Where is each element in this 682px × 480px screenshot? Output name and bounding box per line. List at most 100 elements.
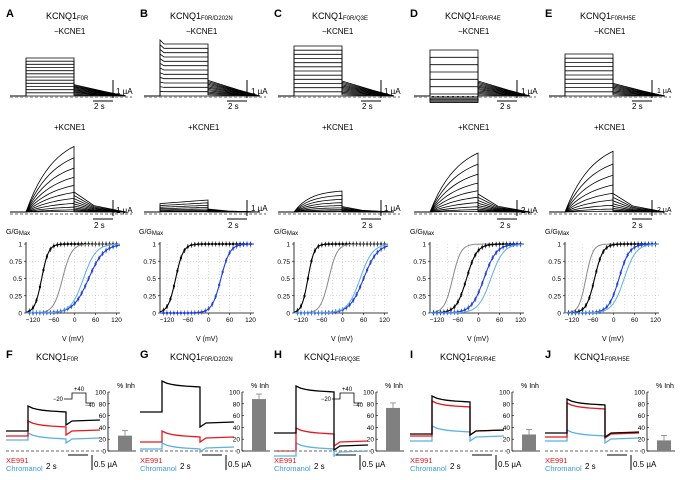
panel-letter-b: B [140,8,148,20]
panel-c-title: KCNQ1F0R/Q3E [312,11,369,23]
gv-c-xlabel: V (mV) [331,336,353,343]
gv-data-point [512,243,515,246]
gv-data-point [169,297,172,300]
gv-data-point [56,243,59,246]
gv-fit-curve [430,243,524,314]
gv-fit-curve [160,243,255,314]
gv-data-point [172,311,175,314]
gv-ytick-label: 0.75 [548,259,561,266]
gv-data-point [84,285,87,288]
gv-data-point [165,305,168,308]
xe991-label: XE991 [274,456,297,465]
gv-fit-curve [565,243,659,314]
gv-data-point [516,243,519,246]
gv-data-point [491,243,494,246]
inh-ytick-label: 80 [503,401,511,408]
gv-xtick-label: −120 [160,317,175,324]
panel-c-amp-bar-plus: 1 µA [384,204,401,213]
gv-data-point [211,303,214,306]
inhibition-panel-H [274,384,404,470]
gv-xtick-label: 120 [111,317,122,324]
gv-data-point [98,257,101,260]
gv-data-point [623,243,626,246]
gv-data-point [63,243,66,246]
gv-data-point [52,245,55,248]
gv-ytick-label: 1 [422,242,426,249]
gv-data-point [80,292,83,295]
amp-scale-label: 0.5 µA [228,460,252,469]
gv-data-point [172,285,175,288]
gv-data-point [488,243,491,246]
gv-c-ylabel: G/GMax [274,229,299,237]
gv-data-point [108,247,111,250]
gv-data-point [313,249,316,252]
gv-data-point [183,311,186,314]
gv-data-point [633,243,636,246]
gv-data-point [320,243,323,246]
gv-data-point [463,308,466,311]
gv-data-point [207,307,210,310]
current-trace [414,152,531,213]
chromanol-label: Chromanol [545,464,582,473]
gv-data-point [626,243,629,246]
gv-data-point [228,251,231,254]
gv-data-point [341,243,344,246]
inhibition-panel-F [6,391,136,470]
gv-data-point [609,301,612,304]
gv-data-point [197,243,200,246]
gv-data-point [87,277,90,280]
gv-data-point [186,245,189,248]
current-trace [10,67,127,97]
gv-data-point [73,243,76,246]
gv-data-point [77,297,80,300]
gv-data-point [70,305,73,308]
chromanol-label: Chromanol [6,464,43,473]
chromanol-trace [274,441,369,458]
current-trace [278,45,395,97]
gv-data-point [491,256,494,259]
current-trace [10,167,127,213]
xe991-label: XE991 [410,456,433,465]
gv-xtick-label: −120 [565,317,580,324]
gv-fit-curve [429,243,524,314]
gv-xtick-label: 120 [379,317,390,324]
gv-b-ylabel: G/GMax [139,229,164,237]
gv-data-point [626,253,629,256]
inh-ytick-label: 60 [367,413,375,420]
inh-ytick-label: 100 [229,390,240,397]
gv-ytick-label: 0.5 [552,276,561,283]
inh-ytick-label: 100 [363,390,374,397]
gv-data-point [327,243,330,246]
gv-data-point [362,277,365,280]
voltage-protocol-1 [332,392,362,404]
inh-axis-label: % Inh [251,383,269,390]
gv-xtick-label: 120 [650,317,661,324]
panel-h-title: KCNQ1F0R/Q3E [304,352,361,364]
time-scale-label: 2 s [585,462,596,471]
gv-data-point [352,299,355,302]
panel-b-time-bar-minus: 2 s [228,102,239,111]
current-trace [549,53,666,97]
panel-b-plus-kcne1: +KCNE1 [188,123,220,132]
chromanol-trace [410,424,505,443]
gv-data-point [484,272,487,275]
gv-d-ylabel: G/GMax [410,229,435,237]
xe991-label: XE991 [545,456,568,465]
gv-data-point [456,310,459,313]
current-trace [414,163,531,213]
amp-scale-label: 0.5 µA [362,460,386,469]
panel-d-amp-bar-plus: 2 µA [521,206,538,215]
gv-data-point [45,255,48,258]
gv-data-point [474,298,477,301]
inh-axis-label: % Inh [656,383,674,390]
panel-i-title: KCNQ1F0R/R4E [440,352,496,364]
gv-xtick-label: −60 [316,317,327,324]
control-trace [545,397,640,439]
inh-ytick-label: 100 [95,390,106,397]
gv-data-point [299,305,302,308]
control-trace [274,384,369,452]
gv-data-point [317,245,320,248]
gv-data-point [505,244,508,247]
gv-data-point [348,303,351,306]
